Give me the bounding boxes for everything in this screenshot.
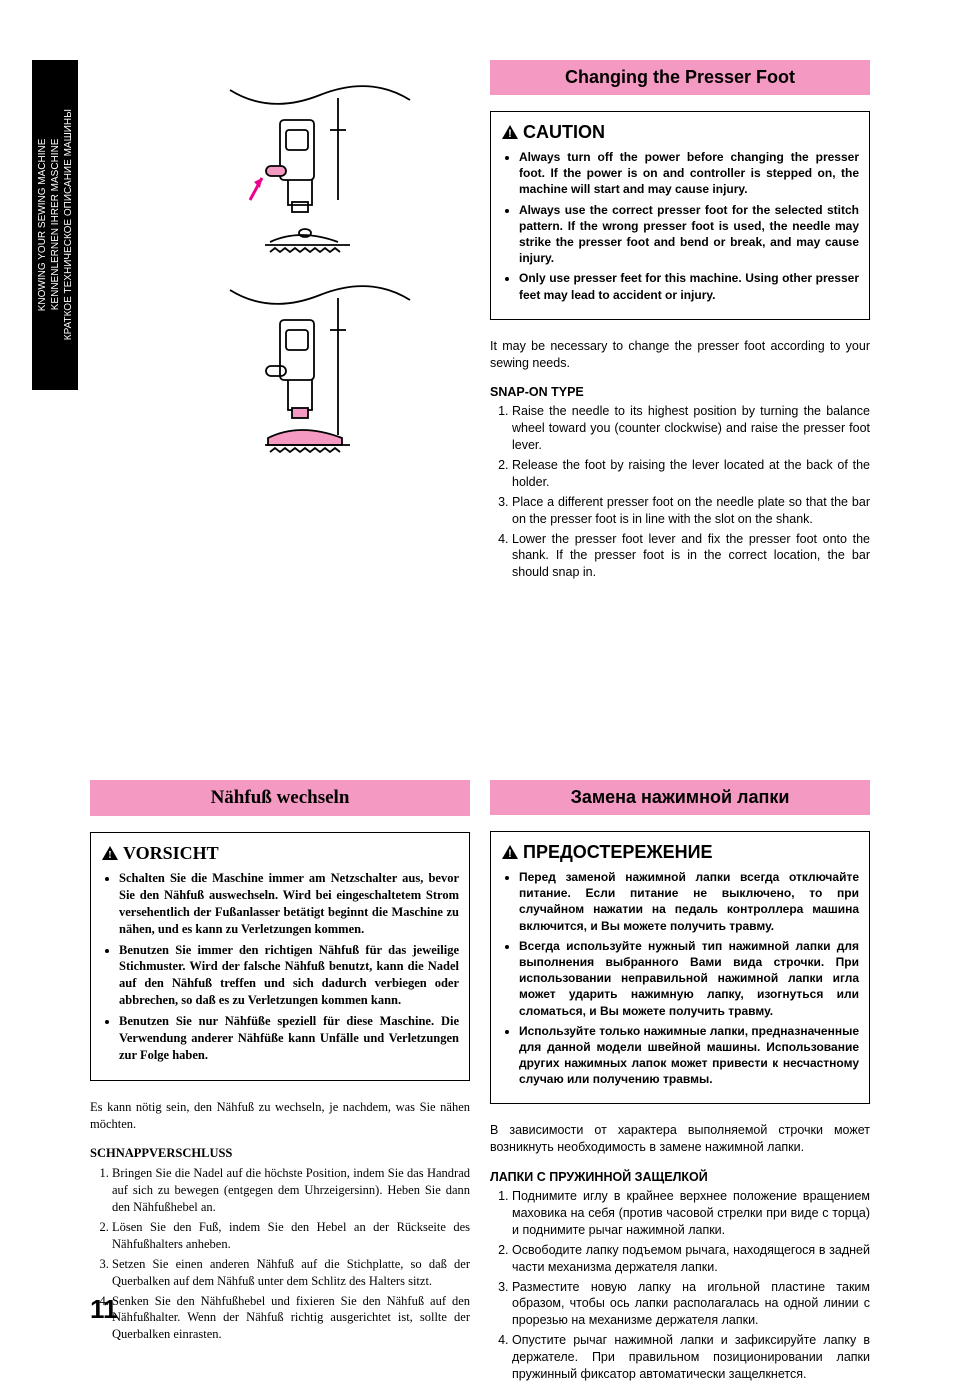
russian-intro: В зависимости от характера выполняемой с… — [490, 1122, 870, 1156]
german-caution-list: Schalten Sie die Maschine immer am Netzs… — [101, 870, 459, 1064]
svg-text:!: ! — [508, 848, 512, 860]
russian-caution-box: !ПРЕДОСТЕРЕЖЕНИЕ Перед заменой нажимной … — [490, 831, 870, 1104]
english-block: Changing the Presser Foot !CAUTION Alway… — [490, 60, 870, 584]
german-intro: Es kann nötig sein, den Nähfuß zu wechse… — [90, 1099, 470, 1133]
russian-steps: Поднимите иглу в крайнее верхнее положен… — [490, 1188, 870, 1383]
sidebar-text: KNOWING YOUR SEWING MACHINE KENNENLERNEN… — [36, 109, 75, 340]
german-steps: Bringen Sie die Nadel auf die höchste Po… — [90, 1165, 470, 1343]
english-subhead: SNAP-ON TYPE — [490, 385, 870, 399]
diagram-area — [180, 70, 460, 470]
english-caution-list: Always turn off the power before changin… — [501, 149, 859, 303]
svg-text:!: ! — [508, 128, 512, 140]
english-caution-box: !CAUTION Always turn off the power befor… — [490, 111, 870, 320]
caution-heading: !ПРЕДОСТЕРЕЖЕНИЕ — [501, 842, 859, 863]
russian-subhead: ЛАПКИ С ПРУЖИННОЙ ЗАЩЕЛКОЙ — [490, 1170, 870, 1184]
german-title: Nähfuß wechseln — [90, 780, 470, 816]
warning-icon: ! — [501, 844, 519, 860]
page-number: 11 — [90, 1294, 118, 1325]
english-title: Changing the Presser Foot — [490, 60, 870, 95]
english-intro: It may be necessary to change the presse… — [490, 338, 870, 372]
diagram-snap-on — [210, 270, 430, 470]
caution-heading: !VORSICHT — [101, 843, 459, 864]
english-steps: Raise the needle to its highest position… — [490, 403, 870, 581]
german-subhead: SCHNAPPVERSCHLUSS — [90, 1146, 470, 1161]
svg-text:!: ! — [108, 849, 112, 861]
caution-heading: !CAUTION — [501, 122, 859, 143]
warning-icon: ! — [501, 124, 519, 140]
german-caution-box: !VORSICHT Schalten Sie die Maschine imme… — [90, 832, 470, 1081]
russian-caution-list: Перед заменой нажимной лапки всегда откл… — [501, 869, 859, 1087]
sidebar-tab: KNOWING YOUR SEWING MACHINE KENNENLERNEN… — [32, 60, 78, 390]
russian-block: Замена нажимной лапки !ПРЕДОСТЕРЕЖЕНИЕ П… — [490, 780, 870, 1386]
german-block: Nähfuß wechseln !VORSICHT Schalten Sie d… — [90, 780, 470, 1346]
diagram-release — [210, 70, 430, 270]
russian-title: Замена нажимной лапки — [490, 780, 870, 815]
warning-icon: ! — [101, 845, 119, 861]
